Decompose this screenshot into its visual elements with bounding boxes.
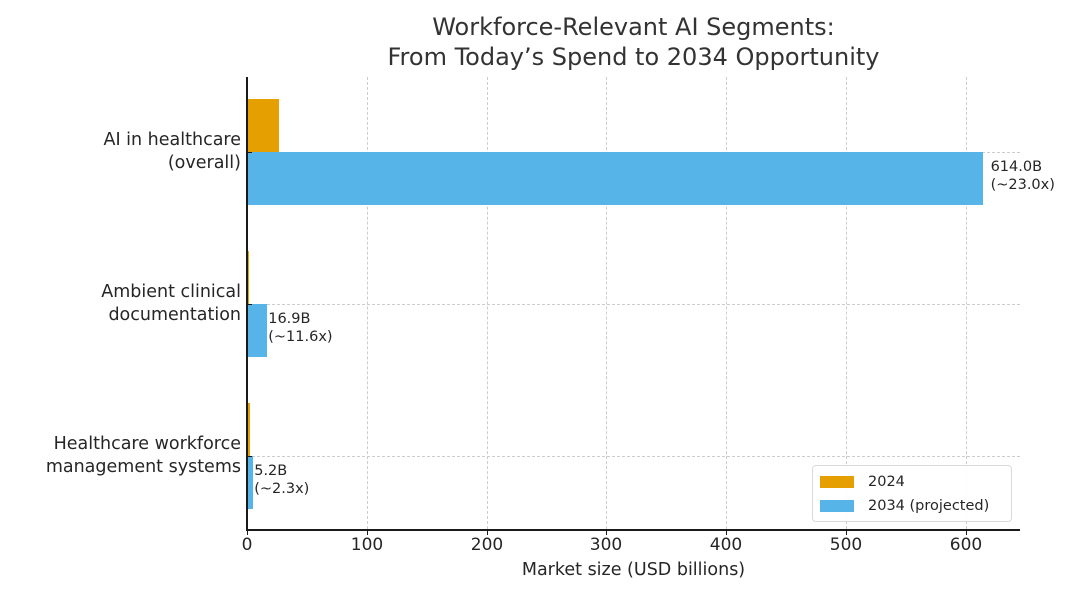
bar-value: 5.2B	[254, 463, 288, 479]
bar-value-label: 5.2B (~2.3x)	[253, 462, 311, 498]
legend-item-2024: 2024	[820, 472, 905, 492]
chart-title: Workforce-Relevant AI Segments: From Tod…	[247, 12, 1020, 72]
x-axis-label: Market size (USD billions)	[521, 560, 746, 580]
y-tick-mark	[247, 456, 252, 457]
legend-label: 2034 (projected)	[868, 498, 990, 514]
y-tick-mark	[247, 304, 252, 305]
bar-2034	[247, 456, 254, 509]
x-tick-mark	[846, 530, 847, 535]
bar-2034	[247, 152, 983, 205]
x-tick-mark	[726, 530, 727, 535]
chart-title-line-2: From Today’s Spend to 2034 Opportunity	[387, 43, 880, 71]
x-tick-label: 100	[350, 535, 384, 555]
bar-2034	[247, 304, 268, 357]
y-tick-label-line: management systems	[45, 457, 241, 477]
y-axis-line	[246, 77, 248, 531]
x-axis-line	[246, 529, 1020, 531]
legend-swatch-2024	[820, 476, 854, 488]
bar-value: 16.9B	[268, 311, 311, 327]
bar-2024	[247, 99, 279, 152]
x-tick-label: 600	[949, 535, 983, 555]
x-tick-label: 500	[829, 535, 863, 555]
x-tick-mark	[367, 530, 368, 535]
y-tick-label: Ambient clinical documentation	[101, 281, 241, 327]
y-tick-label-line: Healthcare workforce	[53, 434, 241, 454]
x-tick-label: 200	[470, 535, 504, 555]
x-gridline	[726, 77, 727, 529]
x-tick-mark	[966, 530, 967, 535]
y-tick-label-line: documentation	[108, 305, 241, 325]
x-tick-label: 300	[589, 535, 623, 555]
y-gridline	[247, 456, 1020, 457]
x-tick-mark	[487, 530, 488, 535]
y-tick-mark	[247, 152, 252, 153]
x-tick-label: 400	[709, 535, 743, 555]
legend-item-2034: 2034 (projected)	[820, 496, 989, 516]
legend-label: 2024	[868, 474, 905, 490]
bar-2024	[247, 403, 250, 456]
x-gridline	[487, 77, 488, 529]
bar-2024	[247, 251, 249, 304]
y-tick-label: Healthcare workforce management systems	[46, 433, 241, 479]
y-tick-label: AI in healthcare (overall)	[103, 129, 241, 175]
chart-title-line-1: Workforce-Relevant AI Segments:	[432, 13, 835, 41]
bar-value: 614.0B	[990, 159, 1043, 175]
y-tick-label-line: Ambient clinical	[101, 282, 241, 302]
legend-swatch-2034	[820, 500, 854, 512]
y-tick-label-line: AI in healthcare	[103, 130, 241, 150]
bar-growth-multiple: (~2.3x)	[254, 481, 310, 497]
bar-value-label: 16.9B (~11.6x)	[267, 310, 334, 346]
bar-growth-multiple: (~23.0x)	[990, 177, 1055, 193]
x-gridline	[846, 77, 847, 529]
x-gridline	[367, 77, 368, 529]
legend: 2024 2034 (projected)	[812, 465, 1012, 522]
x-tick-mark	[606, 530, 607, 535]
x-tick-mark	[247, 530, 248, 535]
x-gridline	[966, 77, 967, 529]
bar-growth-multiple: (~11.6x)	[268, 329, 333, 345]
x-tick-label: 0	[241, 535, 253, 555]
x-gridline	[606, 77, 607, 529]
y-tick-label-line: (overall)	[167, 153, 241, 173]
y-gridline	[247, 304, 1020, 305]
bar-value-label: 614.0B (~23.0x)	[989, 158, 1056, 194]
